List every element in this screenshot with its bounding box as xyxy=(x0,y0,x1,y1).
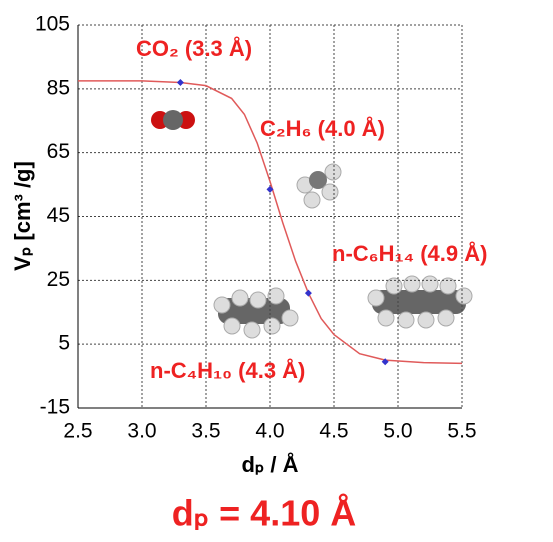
annotation: CO₂ (3.3 Å) xyxy=(136,35,252,61)
x-tick-label: 5.5 xyxy=(447,420,476,443)
molecule-hexane xyxy=(367,275,473,329)
x-tick-label: 5.0 xyxy=(383,420,412,443)
x-axis-label: dₚ / Å xyxy=(241,451,298,477)
data-point xyxy=(176,78,184,86)
result-label: dₚ = 4.10 Å xyxy=(172,493,357,534)
data-point xyxy=(381,358,389,366)
y-tick-label: 85 xyxy=(47,76,70,99)
y-tick-label: 5 xyxy=(58,332,70,355)
x-tick-label: 4.5 xyxy=(319,420,348,443)
annotation: n-C₄H₁₀ (4.3 Å) xyxy=(150,357,305,383)
x-tick-label: 4.0 xyxy=(255,420,284,443)
molecule-co2 xyxy=(151,110,195,130)
y-axis-label: Vₚ [cm³ /g] xyxy=(10,161,35,271)
y-tick-label: 25 xyxy=(47,268,70,291)
x-tick-label: 2.5 xyxy=(63,420,92,443)
annotation: C₂H₆ (4.0 Å) xyxy=(260,115,385,141)
x-tick-label: 3.0 xyxy=(127,420,156,443)
y-tick-label: 105 xyxy=(35,13,70,36)
molecule-ethane xyxy=(296,163,342,209)
y-tick-label: 65 xyxy=(47,140,70,163)
x-tick-label: 3.5 xyxy=(191,420,220,443)
y-tick-label: 45 xyxy=(47,204,70,227)
data-point xyxy=(304,289,312,297)
annotation: n-C₆H₁₄ (4.9 Å) xyxy=(332,240,487,266)
molecule-butane xyxy=(213,287,299,339)
data-point xyxy=(266,185,274,193)
y-tick-label: -15 xyxy=(40,396,70,419)
fit-line xyxy=(78,80,463,365)
